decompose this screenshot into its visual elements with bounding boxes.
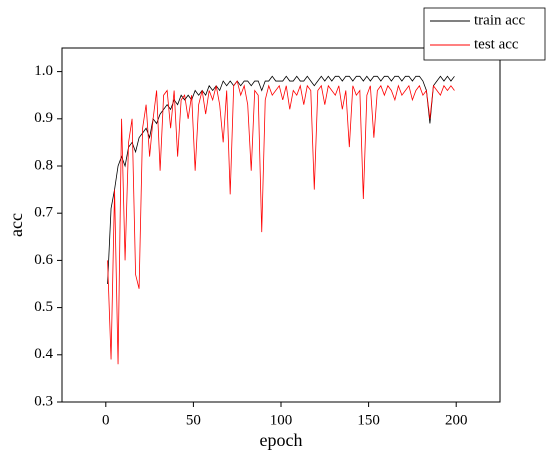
- legend-label: test acc: [474, 36, 519, 52]
- y-tick-label: 0.9: [34, 110, 53, 126]
- x-tick-label: 200: [445, 412, 468, 428]
- y-tick-label: 1.0: [34, 63, 53, 79]
- x-tick-label: 100: [270, 412, 293, 428]
- plot-frame: [61, 47, 501, 403]
- y-tick-label: 0.7: [34, 205, 53, 221]
- y-tick-label: 0.4: [34, 346, 53, 362]
- y-tick-label: 0.5: [34, 299, 53, 315]
- y-axis-title: acc: [6, 213, 26, 237]
- y-tick-label: 0.8: [34, 157, 53, 173]
- x-tick-label: 150: [357, 412, 380, 428]
- x-axis-title: epoch: [260, 430, 303, 450]
- x-tick-label: 0: [102, 412, 110, 428]
- x-tick-label: 50: [186, 412, 201, 428]
- series-line: [107, 75, 455, 285]
- y-tick-label: 0.3: [34, 393, 53, 409]
- series-line: [107, 80, 455, 365]
- legend-label: train acc: [474, 12, 526, 28]
- y-tick-label: 0.6: [34, 252, 53, 268]
- legend-box: [423, 7, 546, 61]
